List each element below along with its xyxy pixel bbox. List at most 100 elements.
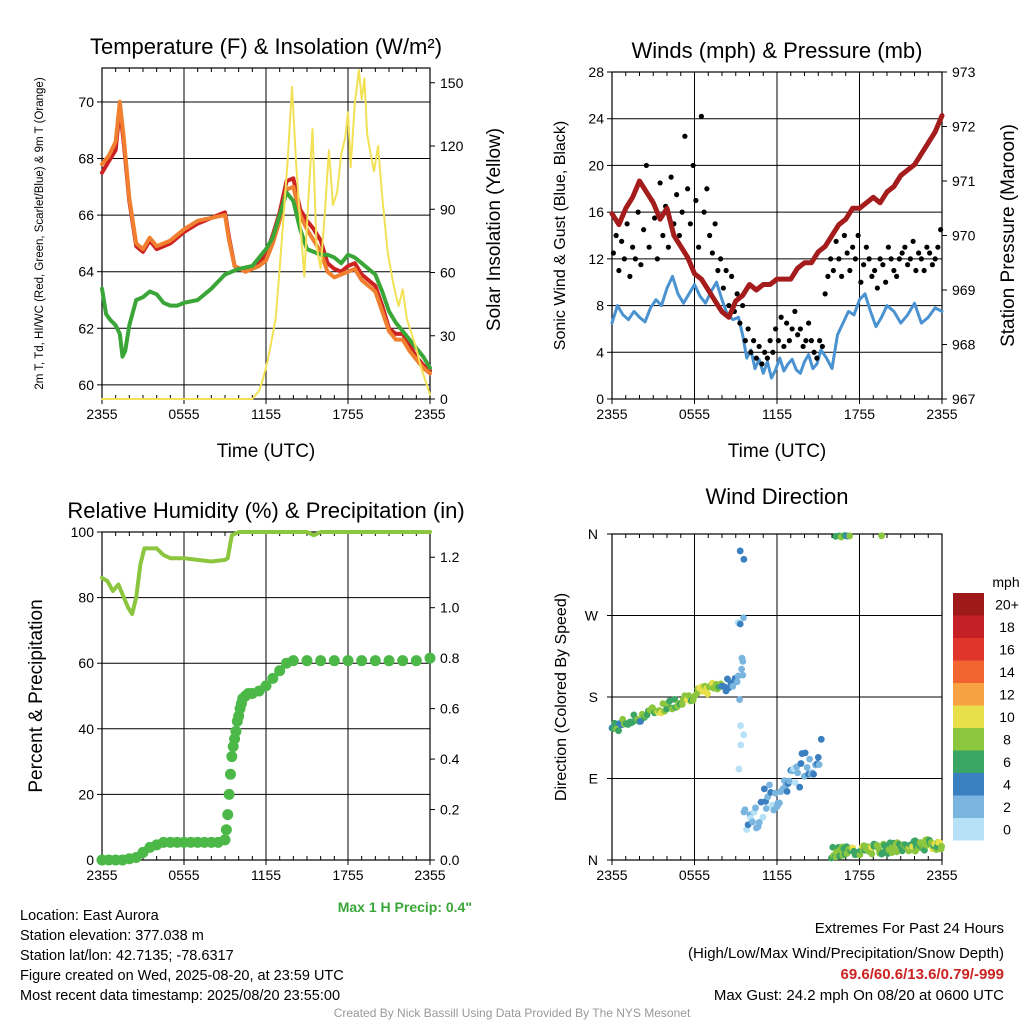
right-y-tick-label: 60 [440,265,456,281]
direction-tick-label: E [589,771,598,787]
y-tick-label: 0 [596,391,604,407]
max-precip-annotation: Max 1 H Precip: 0.4" [338,899,472,915]
y-tick-label: 62 [78,320,94,336]
precip-point [219,834,231,846]
gust-point [935,244,941,250]
x-tick-label: 2355 [596,406,627,422]
precip-point [328,655,340,667]
gust-point [632,256,638,262]
gust-point [918,256,924,262]
gust-point [817,338,823,344]
gust-point [657,180,663,186]
gust-point [869,273,875,279]
gust-point [866,256,872,262]
gust-point [764,355,770,361]
gust-point [641,227,647,233]
right-y-tick-label: 120 [440,138,464,154]
left-axis-label: Percent & Precipitation [26,599,47,792]
gust-point [726,302,732,309]
series-line-blue [610,274,944,380]
legend-label: 14 [999,664,1015,680]
direction-tick-label: S [589,689,598,705]
gust-point [891,267,897,274]
gust-point [712,221,718,227]
x-tick-label: 2355 [414,867,445,883]
gust-point [737,320,743,326]
direction-point [740,614,747,622]
y-tick-label: 12 [588,251,604,267]
left-axis-label: Sonic Wind & Gust (Blue, Black) [552,121,569,350]
gust-point [797,326,803,332]
gust-point [624,221,630,227]
precip-point [397,655,409,667]
direction-point [801,749,809,757]
gust-point [698,113,704,119]
plot-frame [611,533,943,861]
y-tick-label: 20 [588,157,604,173]
legend-swatch [953,705,984,728]
x-tick-label: 1155 [251,867,281,883]
legend-title: mph [992,574,1019,590]
right-y-tick-label: 967 [952,391,976,407]
gust-point [704,186,710,192]
y-tick-label: 68 [78,151,94,167]
gust-point [756,343,762,350]
precip-point [315,655,327,667]
gust-point [872,267,878,274]
gust-point [828,256,834,262]
panel-title: Wind Direction [705,484,848,509]
direction-point [796,783,804,791]
right-y-tick-label: 1.2 [440,549,460,565]
left-axis-label: 2m T, Td, HI/WC (Red, Green, Scarlet/Blu… [34,77,46,389]
gust-point [885,244,891,250]
direction-point [776,799,783,807]
right-y-tick-label: 0.8 [440,650,460,666]
gust-point [613,232,619,239]
right-y-tick-label: 968 [952,337,976,353]
gust-point [784,320,790,326]
direction-point [814,753,822,761]
gust-point [896,256,902,262]
direction-point [794,769,802,777]
precip-point [301,655,313,667]
right-y-tick-label: 0 [440,391,448,407]
y-tick-label: 40 [78,721,94,737]
direction-point [739,658,747,665]
figure-created: Figure created on Wed, 2025-08-20, at 23… [20,968,344,984]
gust-point [792,308,798,315]
gust-point [679,209,685,215]
precip-point [424,652,436,664]
gust-point [924,244,930,250]
gust-point [833,238,839,244]
legend-label: 18 [999,619,1015,635]
precip-point [220,824,232,836]
gust-point [740,302,746,309]
gust-point [643,162,649,169]
wind-speed-legend: mph 20+ 18 16 14 12 10 8 6 4 2 0 [953,574,1020,841]
x-tick-label: 2355 [596,867,627,883]
direction-point [740,555,748,563]
gust-point [770,349,776,355]
gust-point [778,314,784,320]
station-info: Location: East Aurora Station elevation:… [20,906,344,1006]
precip-point [410,655,422,667]
legend-swatch [953,660,984,683]
direction-tick-label: N [588,852,598,868]
gust-point [938,227,944,233]
gust-point [767,338,773,344]
rh-line [100,530,432,616]
gust-point [709,250,715,256]
gust-point [715,267,721,274]
direction-point [878,532,886,540]
gust-point [652,215,658,221]
extremes-box: Extremes For Past 24 Hours (High/Low/Max… [688,918,1004,1006]
direction-tick-label: W [585,608,599,624]
gust-point [880,262,886,268]
y-tick-label: 66 [78,207,94,223]
gust-point [929,262,935,268]
precip-point [383,655,395,667]
direction-point [797,760,805,767]
gust-point [720,285,726,291]
